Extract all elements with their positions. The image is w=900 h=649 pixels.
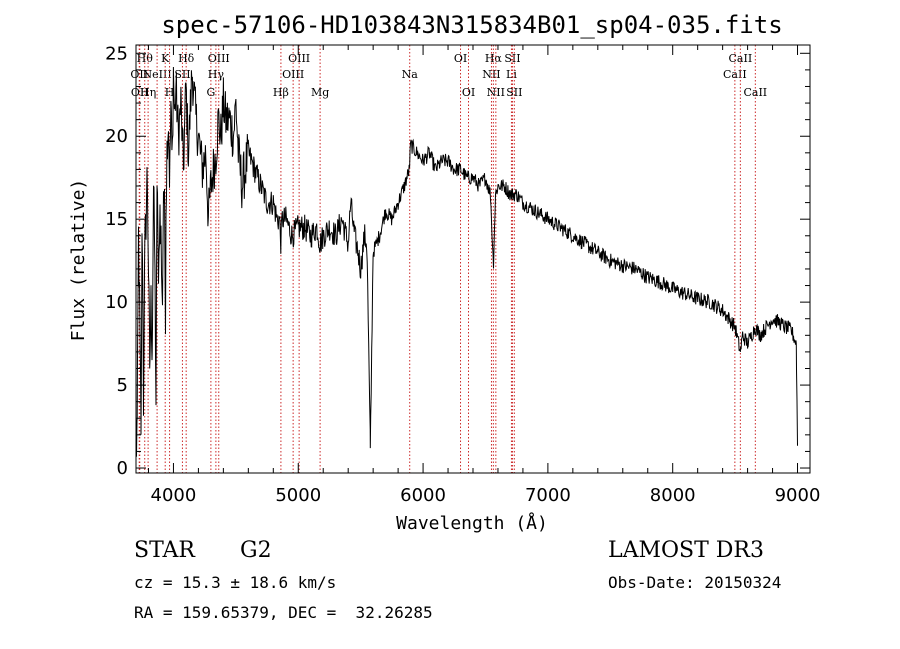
marker-label-13: OIII [282, 68, 304, 81]
redshift-label: cz = 15.3 ± 18.6 km/s [134, 573, 337, 592]
axis-ticks: 4000 5000 6000 7000 8000 9000 0 5 10 15 20 25 [105, 43, 820, 506]
x-tick-label-0: 4000 [151, 485, 197, 506]
marker-label-26: CaII [729, 52, 753, 65]
marker-label-9: G [206, 86, 215, 99]
chart-title: spec-57106-HD103843N315834B01_sp04-035.f… [161, 11, 782, 39]
marker-label-17: OI [454, 52, 467, 65]
marker-label-22: Li [506, 68, 517, 81]
marker-label-19: NII [482, 68, 500, 81]
plot-frame [135, 44, 811, 474]
marker-label-5: K [161, 52, 170, 65]
spectrum-chart: spec-57106-HD103843N315834B01_sp04-035.f… [68, 11, 820, 534]
marker-label-18: OI [462, 86, 475, 99]
x-axis-label: Wavelength (Å) [396, 512, 548, 534]
y-tick-label-0: 0 [117, 458, 128, 479]
marker-label-2: Hθ [137, 52, 154, 65]
y-axis-label: Flux (relative) [68, 179, 89, 342]
marker-label-24: SII [506, 86, 522, 99]
coordinates-label: RA = 159.65379, DEC = 32.26285 [134, 603, 433, 622]
marker-label-21: NII [487, 86, 505, 99]
marker-label-4: NeIII [143, 68, 172, 81]
y-tick-label-1: 5 [117, 375, 128, 396]
x-tick-label-3: 7000 [525, 485, 571, 506]
x-tick-label-5: 9000 [775, 485, 821, 506]
marker-label-6: H [165, 86, 175, 99]
marker-label-25: CaII [723, 68, 747, 81]
obs-date-label: Obs-Date: 20150324 [608, 573, 782, 592]
spectrum-series [135, 66, 798, 458]
marker-label-14: OIII [288, 52, 310, 65]
y-tick-label-3: 15 [105, 209, 128, 230]
subclass-label: G2 [240, 538, 272, 563]
y-tick-label-5: 25 [105, 43, 128, 64]
x-tick-label-1: 5000 [275, 485, 321, 506]
x-tick-label-2: 6000 [400, 485, 446, 506]
survey-label: LAMOST DR3 [608, 538, 764, 563]
marker-label-11: OIII [208, 52, 230, 65]
object-class-label: STAR [134, 538, 195, 563]
marker-label-16: Na [402, 68, 419, 81]
marker-label-1: OII [131, 86, 149, 99]
marker-label-3: Hη [140, 86, 156, 99]
marker-label-27: CaII [743, 86, 767, 99]
marker-label-23: SII [504, 52, 520, 65]
x-tick-label-4: 8000 [650, 485, 696, 506]
marker-label-20: Hα [485, 52, 503, 65]
marker-label-8: Hδ [178, 52, 195, 65]
marker-label-10: Hγ [208, 68, 225, 81]
spectrum-line [135, 66, 798, 458]
marker-label-12: Hβ [273, 86, 289, 99]
y-tick-label-4: 20 [105, 126, 128, 147]
y-tick-label-2: 10 [105, 292, 128, 313]
marker-label-15: Mg [311, 86, 329, 99]
